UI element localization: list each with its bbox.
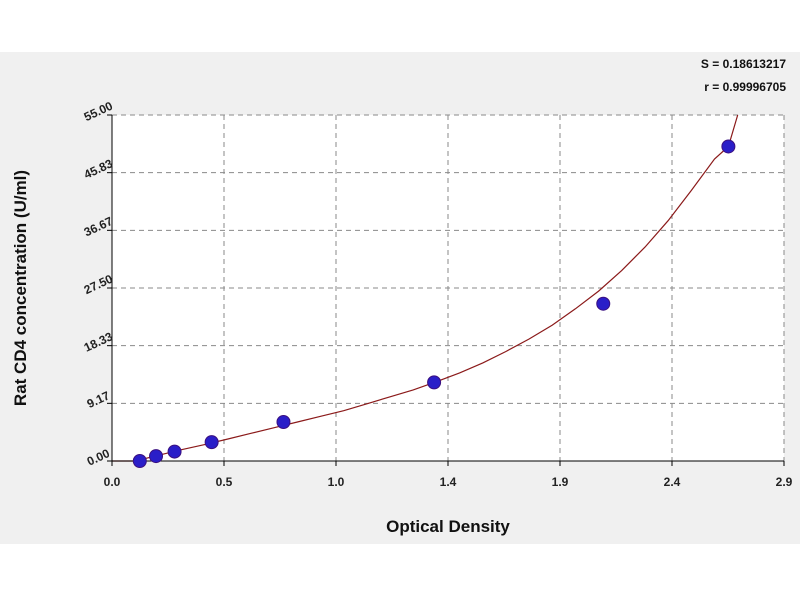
data-point <box>276 414 291 429</box>
y-axis-title: Rat CD4 concentration (U/ml) <box>11 170 30 406</box>
x-tick-label: 0.5 <box>216 475 233 489</box>
data-points <box>132 139 736 468</box>
data-point <box>149 449 164 464</box>
data-point <box>721 139 736 154</box>
x-tick-label: 1.9 <box>552 475 569 489</box>
x-tick-label: 2.9 <box>776 475 793 489</box>
data-point <box>427 375 442 390</box>
x-axis-title: Optical Density <box>386 517 510 536</box>
x-tick-label: 1.4 <box>440 475 457 489</box>
data-point <box>204 435 219 450</box>
x-tick-label: 1.0 <box>328 475 345 489</box>
stat-s: S = 0.18613217 <box>701 57 786 71</box>
x-tick-label: 0.0 <box>104 475 121 489</box>
data-point <box>167 444 182 459</box>
data-point <box>596 296 611 311</box>
x-tick-label: 2.4 <box>664 475 681 489</box>
stat-r: r = 0.99996705 <box>704 80 786 94</box>
data-point <box>132 454 147 468</box>
grid-lines <box>112 114 785 461</box>
